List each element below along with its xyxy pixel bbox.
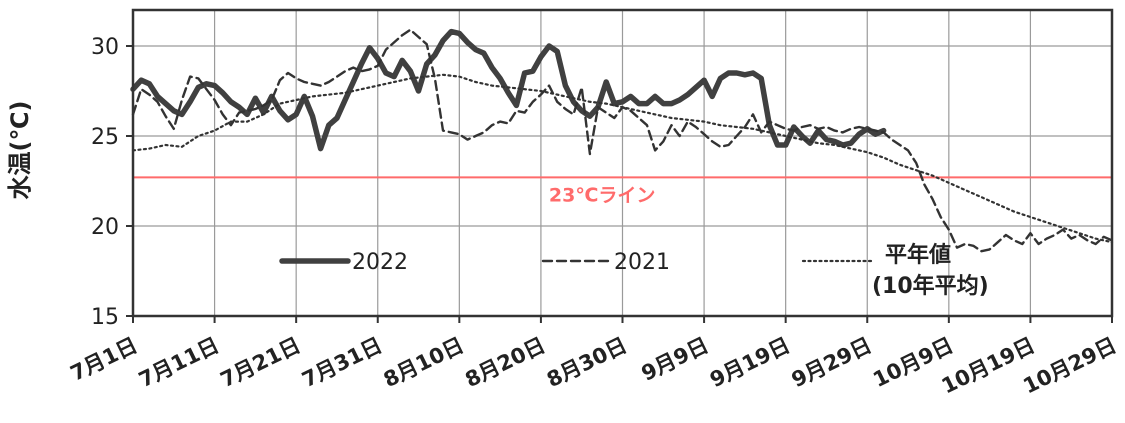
series-layer [130,28,1114,253]
legend-label-2021: 2021 [614,250,670,275]
x-tick-label: 9月9日 [638,333,713,386]
x-tick-label: 10月29日 [1019,333,1120,399]
x-tick-label: 8月10日 [380,333,468,392]
series-line-3 [131,73,1114,244]
y-tick-label: 15 [91,305,119,330]
x-tick-label: 7月21日 [217,333,305,392]
plot-frame [131,8,1114,318]
legend: 2022 2021 平年値 (10年平均) [279,242,989,299]
x-tick-label: 7月31日 [298,333,386,392]
y-tick-label: 30 [91,35,119,60]
y-tick-label: 25 [91,125,119,150]
x-tick-label: 9月19日 [706,333,794,392]
reference-line-label: 23℃ライン [549,184,655,206]
series-line-1 [130,28,887,152]
legend-label-2022: 2022 [352,250,408,275]
legend-label-normal-sub: (10年平均) [872,273,989,299]
x-tick-label: 8月20日 [461,333,549,392]
legend-label-normal: 平年値 [885,242,951,268]
x-tick-label: 8月30日 [543,333,631,392]
y-axis-label: 水温(℃) [6,101,34,200]
x-tick-label: 7月11日 [135,333,223,392]
x-tick-label: 10月19日 [938,333,1039,399]
x-tick-label: 7月1日 [67,333,142,386]
x-tick-label: 9月29日 [788,333,876,392]
reference-layer: 23℃ライン [133,176,1112,206]
y-tick-label: 20 [91,215,119,240]
